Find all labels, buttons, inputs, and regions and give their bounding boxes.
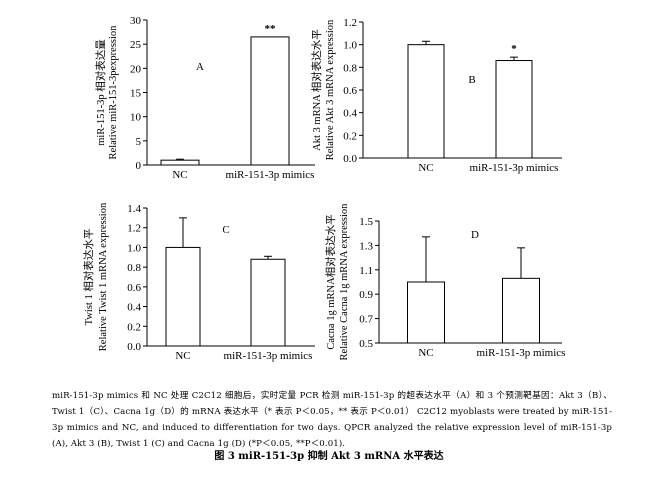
- panel-c-label: C: [222, 224, 229, 236]
- panel-b-category-label: NC: [418, 162, 433, 174]
- panel-d-y-tick-label: 0.7: [359, 314, 373, 326]
- panel-b-y-tick-label: 0.0: [343, 153, 357, 165]
- panel-b-y-tick-label: 0.2: [343, 130, 357, 142]
- panel-b-y-tick-label: 0.6: [343, 85, 357, 97]
- panel-c-category-label: miR-151-3p mimics: [224, 350, 313, 362]
- panel-d-y-tick-label: 0.9: [359, 289, 373, 301]
- panel-c-bar-nc: [165, 246, 201, 347]
- panel-b-bar-nc: [407, 44, 445, 159]
- panel-c-bar-mimics: [250, 258, 286, 347]
- figure-panels: 0 5 10 15 20 25 30 NC ** miR-151-3p mimics AmiR-15…: [82, 15, 566, 362]
- panel-a-y-tick-label: 0: [136, 160, 142, 172]
- panel-c-y-tick-label: 1.2: [127, 223, 141, 235]
- panel-b-y-tick-label: 0.4: [343, 108, 357, 120]
- panel-c-y-tick-label: 0.0: [127, 341, 141, 353]
- panel-a-y-tick-label: 15: [130, 88, 142, 100]
- panel-b-category-label: miR-151-3p mimics: [470, 162, 559, 174]
- panel-c-y-tick-label: 1.0: [127, 242, 141, 254]
- panel-d-y-tick-label: 0.5: [359, 338, 373, 350]
- panel-a-category-label: NC: [172, 169, 187, 181]
- figure-caption: miR-151-3p mimics 和 NC 处理 C2C12 细胞后，实时定量…: [52, 391, 612, 449]
- panel-d-y-tick-label: 1.1: [359, 265, 373, 277]
- panel-a-y-tick-label: 25: [130, 39, 142, 51]
- panel-b-significance-mark: *: [511, 43, 517, 55]
- panel-b-y-tick-label: 0.8: [343, 62, 357, 74]
- panel-d-bar-mimics: [502, 277, 540, 344]
- panel-d-y-tick-label: 1.3: [359, 240, 373, 252]
- panel-c-y-tick-label: 0.6: [127, 282, 141, 294]
- panel-d-y-label-en: Relative Cacna 1g mRNA expression: [339, 203, 350, 361]
- panel-d-bar-nc: [407, 281, 445, 344]
- panel-b-label: B: [468, 74, 475, 86]
- panel-b-y-label-cn: Akt 3 mRNA 相对表达水平: [310, 29, 323, 151]
- panel-b-y-tick-label: 1.0: [343, 40, 357, 52]
- panel-a-y-tick-label: 20: [130, 63, 142, 75]
- panel-a-y-tick-label: 30: [130, 15, 142, 27]
- panel-d-category-label: miR-151-3p mimics: [477, 347, 566, 359]
- panel-c-category-label: NC: [175, 350, 190, 362]
- panel-c-y-tick-label: 0.2: [127, 321, 141, 333]
- panel-a-y-label-en: Relative miR-151-3pexpression: [108, 25, 119, 160]
- panel-b-bar-mimics: [495, 60, 533, 159]
- panel-b-y-tick-label: 1.2: [343, 17, 357, 29]
- panel-c-y-tick-label: 1.4: [127, 203, 141, 215]
- panel-a-bar-nc: [160, 159, 200, 166]
- figure-title: 图 3 miR-151-3p 抑制 Akt 3 mRNA 水平表达: [214, 451, 444, 462]
- panel-c-y-tick-label: 0.4: [127, 302, 141, 314]
- panel-d-label: D: [471, 229, 479, 241]
- panel-c-y-label-cn: Twist 1 相对表达水平: [82, 229, 95, 326]
- panel-a-y-tick-label: 5: [136, 136, 142, 148]
- panel-b-y-label-en: Relative Akt 3 mRNA expression: [325, 19, 336, 160]
- panel-c-y-label-en: Relative Twist 1 mRNA expression: [98, 202, 109, 351]
- panel-a-y-label-cn: miR-151-3p 相对表达量: [94, 39, 107, 146]
- panel-d-y-label-cn: Cacna 1g mRNA相对表达水平: [324, 214, 337, 349]
- panel-a-category-label: miR-151-3p mimics: [226, 169, 315, 181]
- panel-a-significance-mark: **: [265, 23, 277, 35]
- panel-c-y-tick-label: 0.8: [127, 262, 141, 274]
- panel-d-category-label: NC: [418, 347, 433, 359]
- panel-a-label: A: [196, 61, 204, 73]
- panel-d-y-tick-label: 1.5: [359, 216, 373, 228]
- panel-a-y-tick-label: 10: [130, 112, 142, 124]
- panel-a-bar-mimics: [250, 36, 290, 166]
